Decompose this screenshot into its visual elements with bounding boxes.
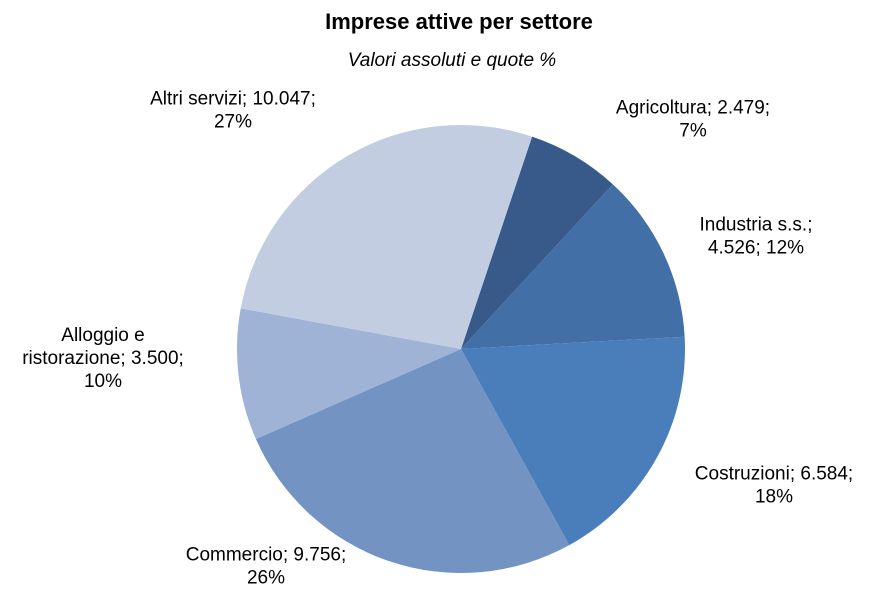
- data-label-line: 26%: [247, 568, 285, 589]
- data-label-line: Agricoltura; 2.479;: [616, 98, 770, 119]
- pie-slice-commercio: [255, 349, 570, 573]
- data-label-line: 4.526; 12%: [708, 238, 804, 259]
- pie-slice-industria-s-s-: [461, 184, 685, 349]
- data-label-line: Costruzioni; 6.584;: [695, 464, 853, 485]
- pie-slices: [236, 125, 685, 573]
- data-label-line: Industria s.s.;: [700, 215, 813, 236]
- pie-slice-alloggio-e-ristorazione: [236, 308, 461, 440]
- data-label-alloggio-e-ristorazione: Alloggio e ristorazione; 3.500; 10%: [22, 325, 184, 392]
- slice-labels: Agricoltura; 2.479; 7% Industria s.s.; 4.52…: [22, 89, 853, 589]
- chart-title: Imprese attive per settore: [325, 9, 593, 34]
- data-label-line: 7%: [679, 121, 707, 142]
- data-label-line: Altri servizi; 10.047;: [150, 89, 316, 110]
- data-label-line: 27%: [214, 112, 252, 133]
- data-label-line: Commercio; 9.756;: [186, 545, 347, 566]
- data-label-line: 10%: [84, 371, 122, 392]
- data-label-altri-servizi: Altri servizi; 10.047; 27%: [150, 89, 316, 133]
- pie-slice-altri-servizi: [240, 125, 533, 349]
- data-label-costruzioni: Costruzioni; 6.584; 18%: [695, 464, 853, 508]
- chart-subtitle: Valori assoluti e quote %: [348, 50, 557, 71]
- data-label-line: ristorazione; 3.500;: [22, 348, 184, 369]
- data-label-commercio: Commercio; 9.756; 26%: [186, 545, 347, 589]
- data-label-agricoltura: Agricoltura; 2.479; 7%: [616, 98, 770, 142]
- data-label-industria-s-s-: Industria s.s.; 4.526; 12%: [700, 215, 813, 259]
- pie-slice-agricoltura: [461, 136, 613, 349]
- data-label-line: Alloggio e: [61, 325, 144, 346]
- data-label-line: 18%: [755, 487, 793, 508]
- pie-slice-costruzioni: [461, 336, 685, 546]
